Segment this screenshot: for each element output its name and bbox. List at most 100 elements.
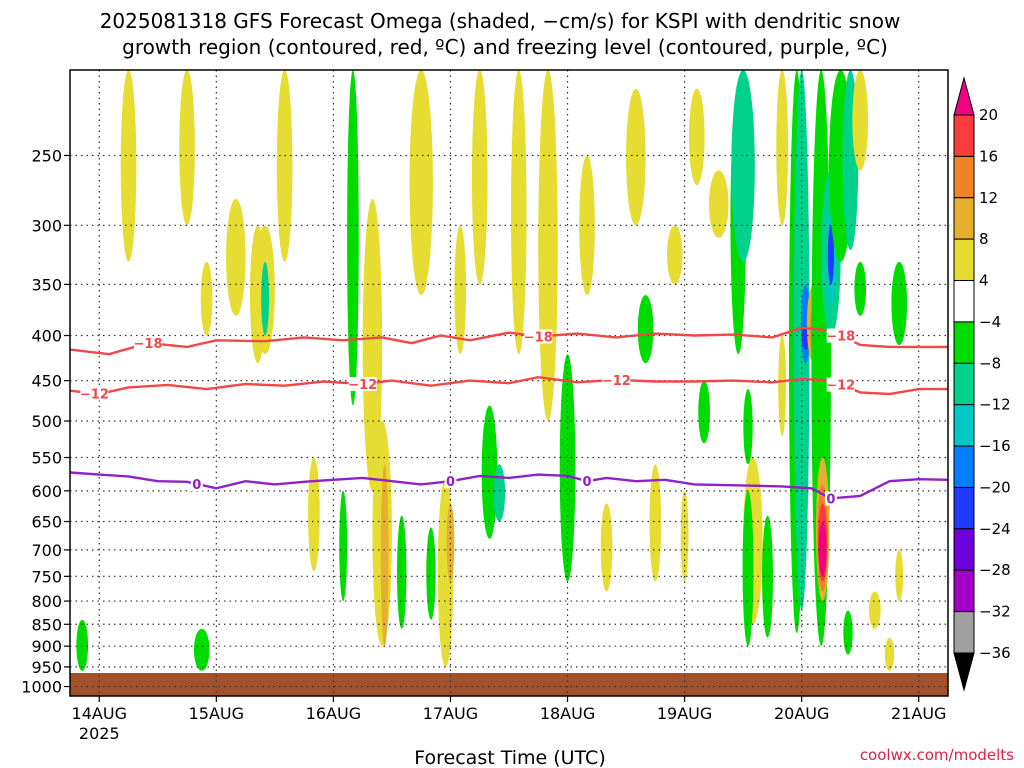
colorbar-bin-min (953, 652, 975, 692)
omega-cell-7 (347, 70, 359, 406)
colorbar-tick-label-3: 8 (979, 230, 989, 248)
colorbar-bin-0 (953, 114, 975, 157)
y-axis: 250 300 350 400 450 500 550 600 650 700 750 800 850 9… (21, 146, 70, 697)
omega-cell-26 (698, 380, 710, 444)
contour-label-2-2: 0 (583, 475, 592, 490)
omega-cell-41 (818, 521, 827, 577)
colorbar-tick-label-0: 20 (979, 106, 998, 124)
y-tick-label-550: 550 (31, 449, 62, 468)
omega-cell-61 (742, 490, 754, 647)
x-tick-label-18AUG: 18AUG (540, 704, 595, 723)
omega-cell-23 (637, 295, 654, 364)
grid-layer (70, 70, 948, 696)
omega-cell-27 (708, 170, 729, 238)
omega-cell-62 (762, 515, 773, 638)
colorbar-tick-label-1: 16 (979, 147, 998, 165)
omega-cell-68 (868, 591, 881, 629)
omega-cell-63 (778, 335, 787, 437)
omega-cell-57 (600, 503, 613, 592)
contour-label-1-3: −12 (826, 379, 855, 394)
omega-cell-67 (895, 549, 904, 602)
omega-cell-65 (843, 610, 853, 655)
omega-shading-layer (76, 70, 908, 671)
colorbar-tick-label-9: −20 (979, 478, 1011, 496)
omega-cell-8 (362, 198, 383, 491)
colorbar-bin-8 (953, 445, 975, 488)
colorbar-bin-9 (953, 486, 975, 530)
contour-label-0-1: −18 (524, 330, 553, 345)
omega-cell-54 (339, 490, 348, 602)
contour-layer: −18 −18 −18 −12 −12 −12 −12 0 0 0 0 (70, 326, 948, 507)
colorbar-tick-label-10: −24 (979, 520, 1011, 538)
omega-cell-58 (649, 464, 662, 582)
y-tick-label-400: 400 (31, 327, 62, 346)
omega-cell-1 (179, 70, 195, 226)
x-tick-label-17AUG: 17AUG (423, 704, 478, 723)
omega-cell-56 (426, 527, 436, 620)
contour-label-bg-1-0 (80, 386, 109, 401)
contour-label-1-1: −12 (348, 378, 377, 393)
colorbar-bin-4 (953, 280, 975, 323)
contour-label-bg-2-1 (444, 474, 457, 489)
ground-below-surface (70, 673, 948, 696)
x-tick-label-16AUG: 16AUG (306, 704, 361, 723)
colorbar-tick-label-13: −36 (979, 644, 1011, 662)
omega-cell-25 (688, 88, 705, 185)
omega-cell-18 (510, 70, 527, 355)
omega-cell-51 (193, 628, 210, 671)
x-tick-sublabel-0: 2025 (79, 724, 120, 743)
contour-label-bg-0-2 (826, 328, 855, 343)
y-tick-label-950: 950 (31, 658, 62, 677)
contour-label-bg-2-2 (581, 474, 594, 489)
omega-cell-60 (743, 389, 753, 465)
x-tick-label-15AUG: 15AUG (189, 704, 244, 723)
omega-cell-10 (380, 464, 389, 647)
omega-cell-6 (276, 70, 293, 262)
omega-cell-50 (76, 619, 89, 671)
y-tick-label-1000: 1000 (21, 678, 62, 697)
y-tick-label-250: 250 (31, 146, 62, 165)
omega-cell-22 (626, 88, 646, 226)
colorbar-bin-3 (953, 238, 975, 282)
y-tick-label-600: 600 (31, 482, 62, 501)
colorbar-tick-label-12: −32 (979, 603, 1011, 621)
omega-cell-11 (409, 70, 433, 296)
y-tick-label-450: 450 (31, 372, 62, 391)
colorbar-bin-10 (953, 528, 975, 571)
x-tick-label-21AUG: 21AUG (891, 704, 946, 723)
omega-cell-5 (261, 261, 270, 336)
omega-cell-19 (538, 70, 558, 422)
omega-cell-59 (680, 490, 689, 582)
colorbar-tick-label-4: 4 (979, 272, 989, 290)
colorbar-bin-2 (953, 197, 975, 240)
contour-label-0-2: −18 (826, 330, 855, 345)
omega-cell-14 (454, 225, 467, 355)
credit-text: coolwx.com/modelts (860, 746, 1014, 764)
contour-label-bg-2-0 (190, 476, 203, 491)
y-tick-label-800: 800 (31, 592, 62, 611)
y-tick-label-850: 850 (31, 615, 62, 634)
colorbar-tick-label-6: −8 (979, 354, 1001, 372)
x-tick-label-19AUG: 19AUG (657, 704, 712, 723)
x-tick-label-20AUG: 20AUG (774, 704, 829, 723)
colorbar-bin-6 (953, 362, 975, 406)
contour-label-bg-0-1 (524, 329, 553, 344)
contour-label-bg-0-0 (134, 336, 163, 351)
contour-label-2-0: 0 (192, 478, 201, 493)
omega-cell-17 (493, 464, 506, 522)
colorbar-bin-11 (953, 569, 975, 613)
omega-cell-53 (308, 457, 320, 572)
omega-cell-20 (559, 354, 576, 582)
contour-label-bg-1-2 (602, 372, 631, 387)
omega-cell-2 (200, 261, 213, 336)
omega-cell-55 (397, 515, 407, 629)
omega-cell-48 (891, 261, 908, 345)
colorbar-bin-7 (953, 404, 975, 447)
colorbar-tick-label-5: −4 (979, 313, 1001, 331)
omega-cell-0 (120, 70, 137, 262)
contour-label-1-2: −12 (602, 374, 631, 389)
omega-cell-66 (884, 637, 895, 671)
contour-label-2-1: 0 (446, 475, 455, 490)
omega-cell-16 (481, 405, 498, 539)
